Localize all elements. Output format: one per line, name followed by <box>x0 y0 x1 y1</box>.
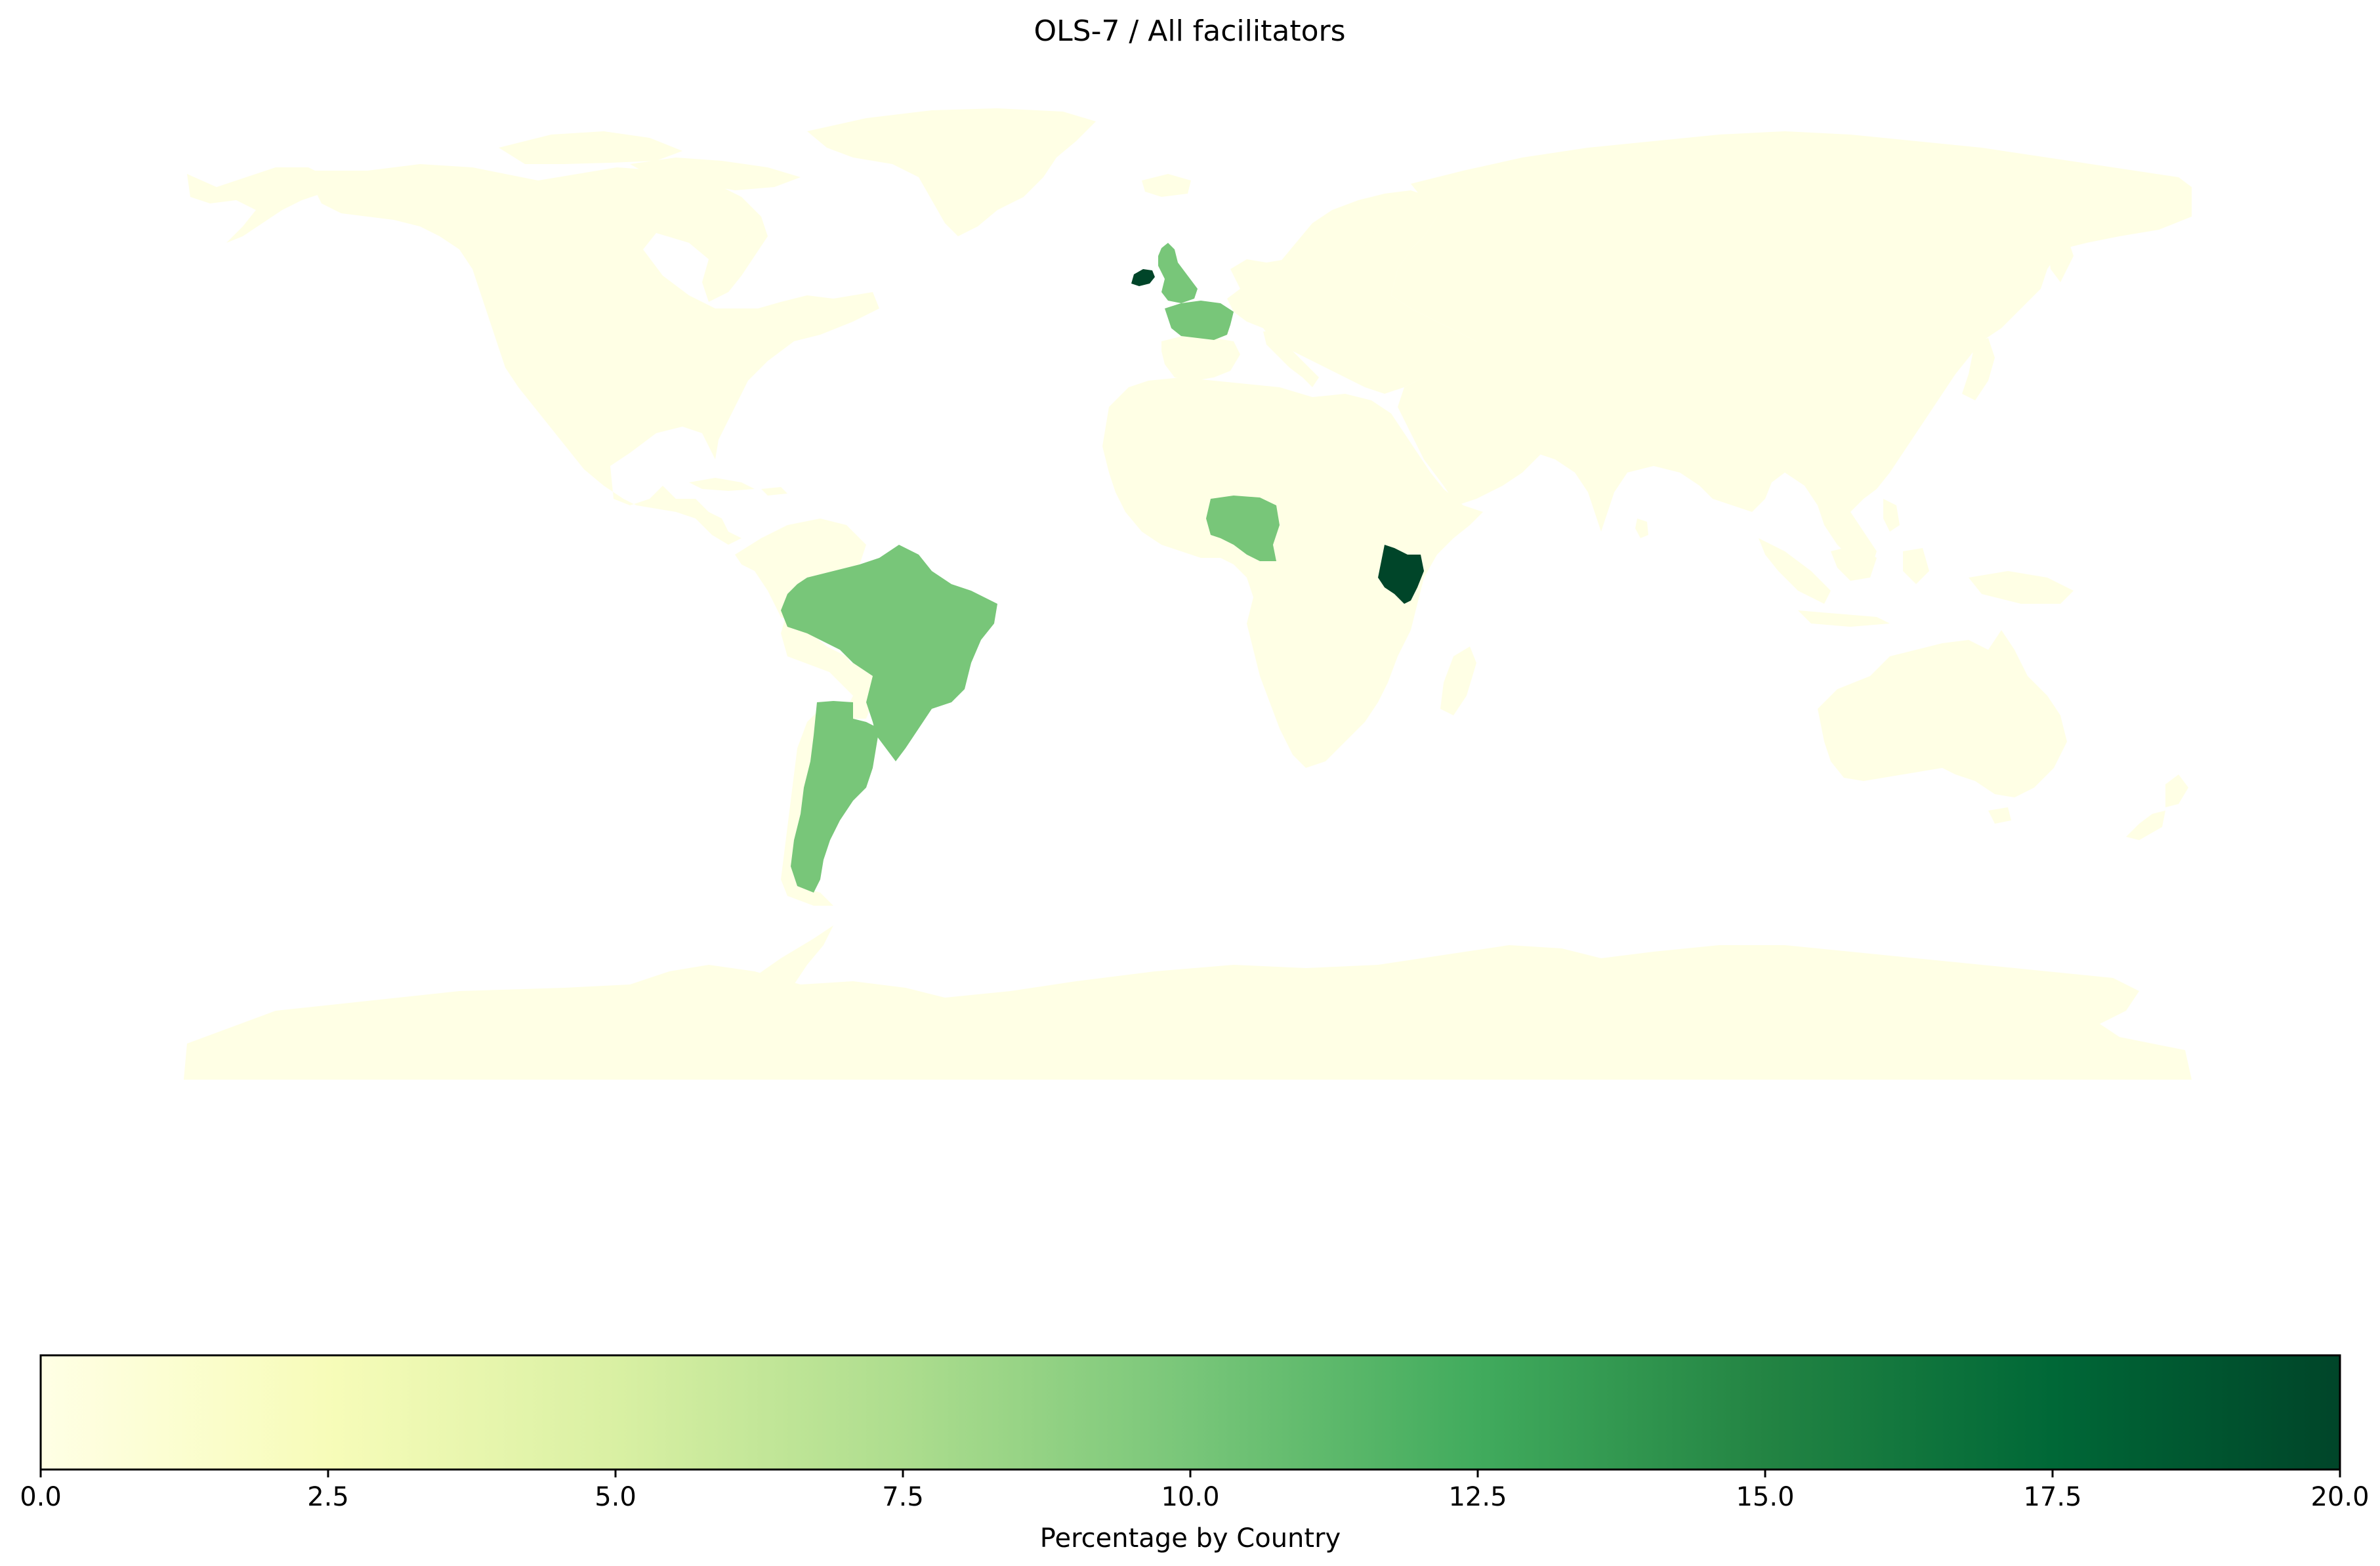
region-antarctic-peninsula <box>748 925 833 984</box>
region-france <box>1165 301 1234 340</box>
colorbar-tick-label: 20.0 <box>2310 1482 2369 1512</box>
region-new-zealand <box>2126 774 2188 840</box>
region-alaska <box>187 167 328 243</box>
region-brazil <box>781 545 997 761</box>
chart-title: OLS-7 / All facilitators <box>1034 14 1346 48</box>
colorbar-gradient <box>39 1354 2341 1471</box>
region-greenland <box>807 108 1096 236</box>
region-tasmania <box>1988 807 2011 824</box>
colorbar-tick-label: 10.0 <box>1161 1482 1219 1512</box>
region-kenya <box>1378 545 1424 604</box>
region-southeast-asia-islands <box>1759 499 2074 627</box>
colorbar: 0.0 2.5 5.0 7.5 10.0 12.5 15.0 17.5 20.0 Percent… <box>20 1354 2370 1554</box>
region-ireland <box>1131 269 1155 286</box>
region-caribbean <box>689 478 787 496</box>
region-iceland <box>1142 174 1191 197</box>
world-map <box>184 108 2192 1080</box>
region-asia <box>1391 131 2192 571</box>
colorbar-tick-label: 7.5 <box>882 1482 924 1512</box>
region-scandinavia <box>1280 190 1430 282</box>
region-north-america <box>308 164 879 545</box>
region-east-islands <box>1962 236 2074 400</box>
region-madagascar <box>1440 646 1476 715</box>
colorbar-tick-label: 5.0 <box>595 1482 637 1512</box>
colorbar-tick-label: 12.5 <box>1448 1482 1507 1512</box>
colorbar-tick-label: 2.5 <box>307 1482 349 1512</box>
region-sri-lanka <box>1635 518 1648 538</box>
region-australia <box>1818 630 2067 797</box>
region-europe <box>1227 197 1496 394</box>
region-antarctica <box>184 945 2192 1080</box>
region-arctic-islands <box>499 131 801 243</box>
colorbar-tick-label: 0.0 <box>20 1482 62 1512</box>
region-arabia <box>1427 413 1542 505</box>
colorbar-label: Percentage by Country <box>1040 1523 1341 1554</box>
region-nigeria <box>1206 496 1280 561</box>
region-united-kingdom <box>1158 243 1198 303</box>
colorbar-tick-label: 15.0 <box>1736 1482 1794 1512</box>
region-argentina <box>791 701 879 893</box>
region-italy <box>1263 331 1319 387</box>
region-africa-other <box>1102 377 1483 768</box>
region-iberia <box>1161 335 1240 381</box>
colorbar-tick-label: 17.5 <box>2023 1482 2081 1512</box>
